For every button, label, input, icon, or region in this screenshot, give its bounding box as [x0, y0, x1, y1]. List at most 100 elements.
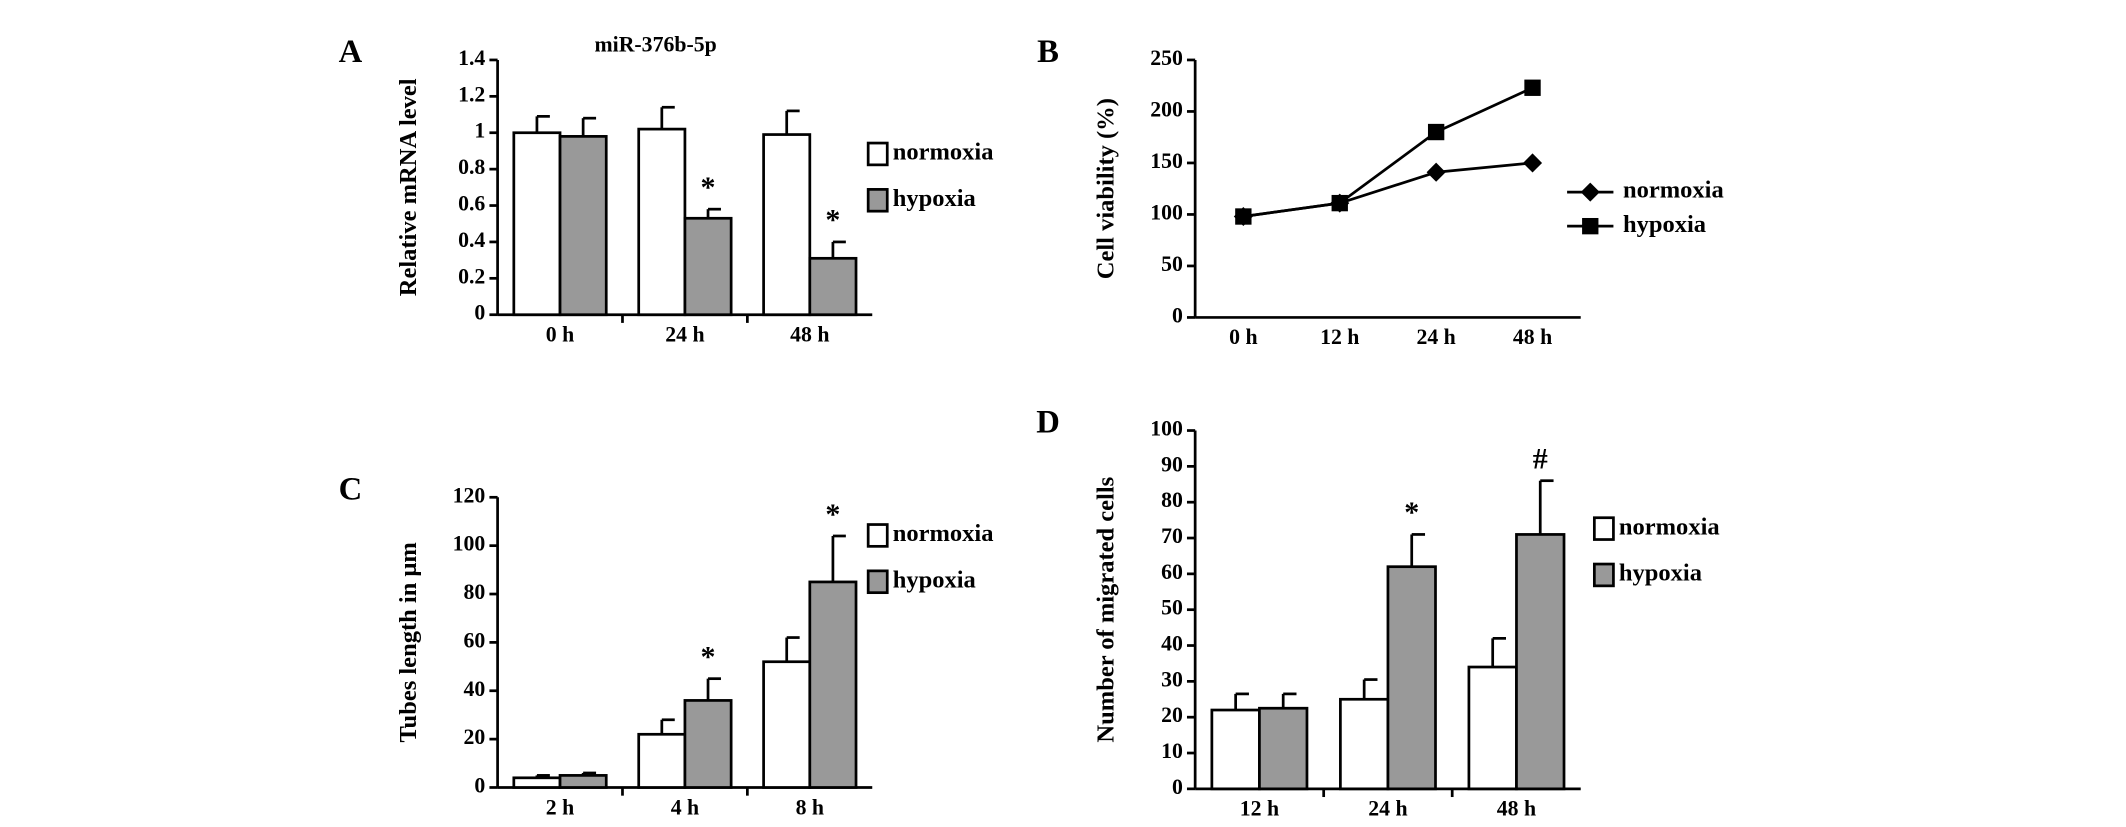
- marker: [1580, 182, 1600, 202]
- legend-label: normoxia: [893, 520, 994, 547]
- y-tick-label: 60: [464, 628, 486, 652]
- x-tick-label: 48 h: [1497, 797, 1536, 821]
- bar: [637, 732, 687, 789]
- significance-mark: *: [825, 498, 840, 531]
- x-tick-label: 4 h: [671, 795, 699, 819]
- y-tick-label: 1: [474, 119, 485, 143]
- y-tick-label: 100: [453, 532, 486, 556]
- x-tick-label: 12 h: [1320, 325, 1359, 349]
- y-tick-label: 10: [1161, 739, 1183, 763]
- y-tick-label: 0: [1172, 303, 1183, 327]
- x-tick-label: 48 h: [1513, 325, 1552, 349]
- y-tick-label: 70: [1161, 524, 1183, 548]
- bar: [808, 256, 858, 317]
- x-tick-label: 24 h: [665, 323, 704, 347]
- x-tick-label: 48 h: [790, 323, 829, 347]
- bar: [637, 127, 687, 317]
- bar: [762, 133, 812, 317]
- x-tick-label: 0 h: [1229, 325, 1257, 349]
- bar: [683, 216, 733, 317]
- bar: [808, 580, 858, 789]
- y-tick-label: 0: [474, 301, 485, 325]
- significance-mark: *: [825, 204, 840, 237]
- y-tick-label: 50: [1161, 596, 1183, 620]
- y-tick-label: 60: [1161, 560, 1183, 584]
- legend-swatch: [1592, 562, 1615, 588]
- legend-swatch: [866, 141, 889, 167]
- y-tick-label: 100: [1150, 200, 1183, 224]
- panel-letter: D: [1036, 405, 1060, 441]
- bar: [1386, 565, 1437, 791]
- marker: [1426, 162, 1446, 182]
- panel-letter: B: [1037, 34, 1059, 70]
- bar: [512, 776, 562, 789]
- y-tick-label: 0.6: [458, 192, 485, 216]
- marker: [1235, 208, 1252, 225]
- legend-label: hypoxia: [893, 566, 976, 593]
- y-axis-label: Cell viability (%): [1093, 98, 1120, 279]
- bar: [762, 660, 812, 789]
- legend-swatch: [866, 523, 889, 548]
- y-tick-label: 80: [1161, 488, 1183, 512]
- marker: [1427, 123, 1445, 141]
- marker: [1524, 79, 1541, 96]
- bar: [512, 131, 562, 317]
- y-tick-label: 0.4: [458, 228, 485, 252]
- marker: [1331, 194, 1348, 212]
- marker: [1582, 217, 1599, 235]
- y-tick-label: 150: [1150, 149, 1183, 173]
- legend-label: normoxia: [1619, 513, 1720, 540]
- x-tick-label: 2 h: [546, 795, 574, 819]
- legend-label: hypoxia: [1619, 560, 1702, 587]
- y-tick-label: 50: [1161, 252, 1183, 276]
- legend-swatch: [866, 569, 889, 595]
- significance-mark: *: [701, 171, 716, 204]
- y-tick-label: 80: [464, 580, 486, 604]
- y-tick-label: 0.2: [458, 264, 485, 288]
- y-tick-label: 40: [464, 677, 486, 701]
- x-tick-label: 24 h: [1368, 797, 1407, 821]
- marker: [1522, 153, 1543, 173]
- line: [1243, 161, 1533, 218]
- x-tick-label: 12 h: [1240, 797, 1279, 821]
- legend-swatch: [1592, 516, 1615, 541]
- x-tick-label: 24 h: [1416, 325, 1455, 349]
- y-tick-label: 40: [1161, 632, 1183, 656]
- y-tick-label: 0: [1172, 775, 1183, 799]
- bar: [558, 135, 608, 317]
- bar: [683, 699, 733, 789]
- bar: [558, 774, 608, 789]
- x-tick-label: 8 h: [796, 795, 824, 819]
- bar: [1210, 708, 1261, 791]
- y-tick-label: 30: [1161, 667, 1183, 691]
- y-tick-label: 1.4: [458, 46, 485, 70]
- y-tick-label: 90: [1161, 452, 1183, 476]
- legend-label: normoxia: [893, 139, 994, 166]
- y-axis-label: Number of migrated cells: [1093, 477, 1120, 743]
- x-tick-label: 0 h: [546, 323, 574, 347]
- y-tick-label: 120: [453, 483, 486, 507]
- y-tick-label: 0.8: [458, 155, 485, 179]
- panel-letter: A: [339, 34, 363, 70]
- y-tick-label: 0: [474, 773, 485, 797]
- significance-mark: #: [1533, 442, 1548, 475]
- chart-title: miR-376b-5p: [595, 32, 717, 56]
- y-axis-label: Relative mRNA level: [395, 78, 422, 296]
- y-tick-label: 100: [1150, 417, 1183, 441]
- y-tick-label: 20: [1161, 703, 1183, 727]
- bar: [1515, 533, 1566, 791]
- y-axis-label: Tubes length in μm: [395, 542, 422, 742]
- y-tick-label: 1.2: [458, 82, 485, 106]
- legend-label: hypoxia: [1623, 211, 1706, 238]
- bar: [1467, 665, 1518, 791]
- bar: [1339, 697, 1390, 791]
- y-tick-label: 250: [1150, 46, 1183, 70]
- y-tick-label: 20: [464, 725, 486, 749]
- panel-letter: C: [339, 471, 363, 507]
- legend-label: hypoxia: [893, 185, 976, 212]
- legend-swatch: [866, 188, 889, 213]
- y-tick-label: 200: [1150, 97, 1183, 121]
- significance-mark: *: [1404, 496, 1419, 529]
- significance-mark: *: [701, 640, 716, 673]
